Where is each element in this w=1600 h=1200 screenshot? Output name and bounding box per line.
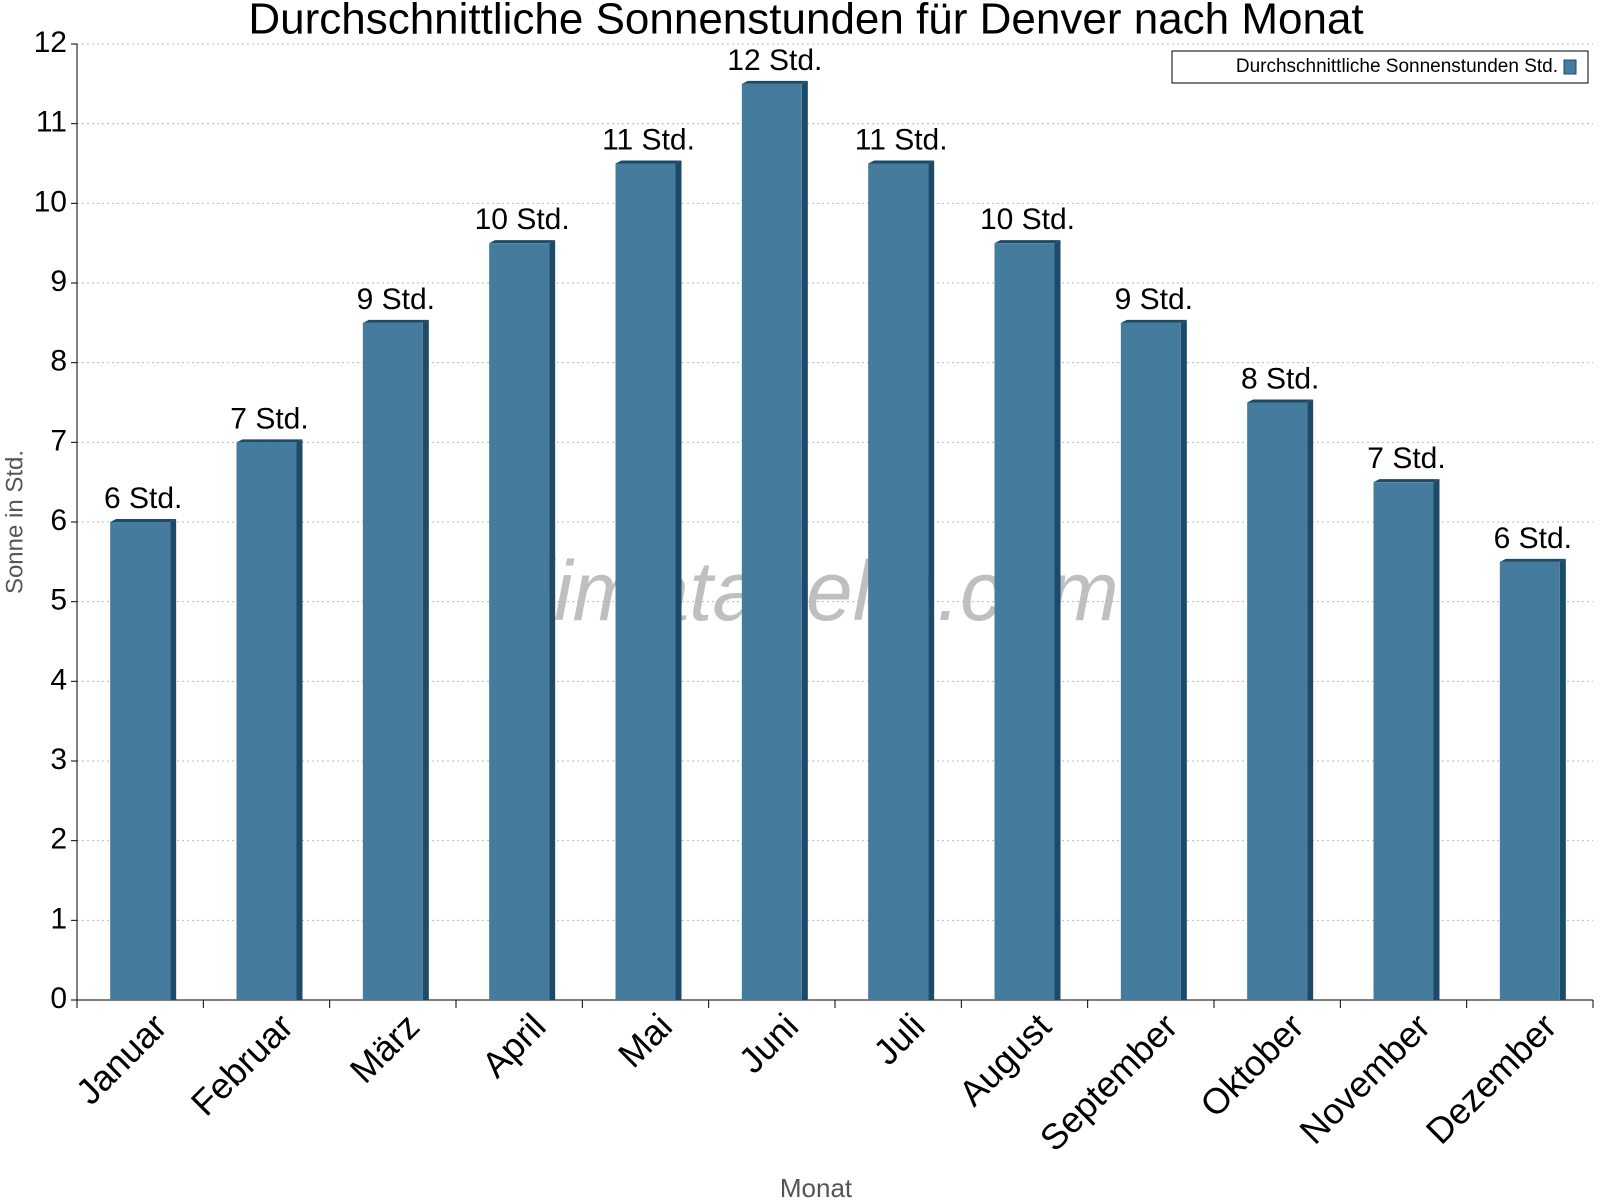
bar — [362, 322, 423, 1000]
y-tick-label: 1 — [50, 902, 67, 935]
bar-side — [549, 240, 556, 1000]
bar — [236, 442, 297, 1000]
bar-side — [801, 80, 808, 1001]
bar-side — [1559, 558, 1566, 1000]
value-label: 7 Std. — [1367, 442, 1445, 475]
value-label: 8 Std. — [1241, 362, 1319, 395]
bar-side — [1180, 319, 1187, 1000]
value-label: 11 Std. — [855, 123, 948, 156]
y-tick-label: 12 — [34, 26, 67, 59]
legend: Durchschnittliche Sonnenstunden Std. — [1171, 50, 1589, 84]
bar-side — [1054, 240, 1061, 1000]
y-tick-label: 3 — [50, 743, 67, 776]
legend-label: Durchschnittliche Sonnenstunden Std. — [1236, 56, 1558, 77]
y-tick-label: 6 — [50, 504, 67, 537]
bar-top — [1247, 399, 1314, 403]
x-tick-label: Januar — [68, 1005, 175, 1112]
value-label: 9 Std. — [1115, 283, 1193, 316]
x-tick-label: September — [1032, 1005, 1186, 1159]
value-label: 11 Std. — [602, 123, 695, 156]
bar-top — [868, 160, 935, 164]
chart-title: Durchschnittliche Sonnenstunden für Denv… — [248, 0, 1363, 44]
value-label: 10 Std. — [980, 203, 1075, 236]
x-tick-label: Mai — [610, 1005, 680, 1075]
y-tick-label: 11 — [36, 106, 67, 139]
value-label: 9 Std. — [357, 283, 435, 316]
y-tick-label: 4 — [50, 663, 67, 696]
y-tick-label: 2 — [50, 823, 67, 856]
bar-top — [741, 80, 808, 84]
bar-top — [110, 519, 177, 522]
bar — [1373, 482, 1434, 1001]
value-label: 6 Std. — [1494, 522, 1572, 555]
y-tick-label: 10 — [34, 185, 67, 218]
bar-top — [994, 240, 1061, 244]
x-tick-label: Februar — [183, 1005, 301, 1123]
bar-top — [1120, 319, 1187, 323]
bar-side — [1433, 479, 1440, 1001]
y-axis-label: Sonne in Std. — [1, 450, 28, 594]
value-label: 7 Std. — [230, 402, 308, 435]
bar-side — [1307, 399, 1314, 1000]
y-tick-label: 9 — [50, 265, 67, 298]
y-tick-label: 0 — [50, 982, 67, 1015]
y-tick-label: 8 — [50, 345, 67, 378]
x-tick-label: Juni — [731, 1005, 807, 1081]
bar-side — [928, 160, 935, 1000]
value-label: 12 Std. — [727, 44, 822, 77]
bar-top — [362, 319, 429, 323]
x-tick-label: April — [474, 1005, 554, 1085]
x-tick-label: Oktober — [1192, 1005, 1312, 1125]
x-tick-label: März — [342, 1005, 428, 1091]
y-tick-label: 7 — [50, 424, 67, 457]
legend-box — [1171, 50, 1589, 84]
bar-top — [615, 160, 682, 164]
bar-top — [489, 240, 556, 244]
bar — [489, 243, 550, 1000]
bar-side — [422, 319, 429, 1000]
bar-side — [296, 439, 303, 1000]
bar — [1120, 322, 1181, 1000]
bar — [741, 83, 802, 1001]
x-tick-label: Dezember — [1418, 1005, 1564, 1151]
bar-top — [1499, 558, 1566, 562]
value-label: 10 Std. — [475, 203, 570, 236]
bar — [615, 163, 676, 1000]
y-tick-label: 5 — [50, 584, 67, 617]
bar — [1247, 402, 1308, 1000]
bar — [994, 243, 1055, 1000]
bar — [110, 522, 171, 1000]
bar-side — [675, 160, 682, 1000]
bar-top — [1373, 479, 1440, 483]
x-tick-label: Juli — [865, 1005, 932, 1072]
x-tick-label: August — [951, 1005, 1059, 1113]
bar-top — [236, 439, 303, 443]
x-tick-label: November — [1291, 1005, 1437, 1151]
bar — [868, 163, 929, 1000]
bar — [1499, 561, 1560, 1000]
value-label: 6 Std. — [104, 482, 182, 515]
x-axis-label: Monat — [780, 1173, 853, 1200]
legend-swatch — [1563, 59, 1577, 75]
bar-side — [170, 519, 177, 1000]
